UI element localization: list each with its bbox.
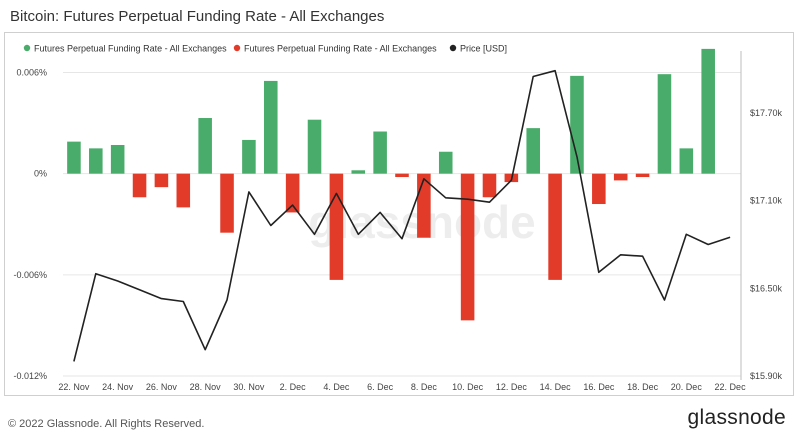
legend-dot <box>449 44 457 52</box>
y-left-tick-label: 0% <box>34 169 47 179</box>
funding-bar <box>263 80 278 174</box>
funding-bar <box>701 48 715 174</box>
funding-bar <box>395 173 409 178</box>
legend-dot <box>233 44 241 52</box>
funding-bar <box>438 151 453 174</box>
x-tick-label: 10. Dec <box>452 382 484 392</box>
y-left-tick-label: 0.006% <box>16 67 47 77</box>
funding-bar <box>373 131 387 174</box>
chart-frame: glassnode0.006%0%-0.006%-0.012%$17.70k$1… <box>4 32 794 396</box>
funding-bar <box>132 173 147 198</box>
legend-label: Futures Perpetual Funding Rate - All Exc… <box>244 44 437 54</box>
funding-bar <box>657 74 672 174</box>
funding-bar <box>198 118 212 174</box>
funding-bar <box>220 173 234 233</box>
funding-bar <box>570 75 584 174</box>
x-tick-label: 6. Dec <box>367 382 394 392</box>
x-tick-label: 8. Dec <box>411 382 438 392</box>
x-tick-label: 28. Nov <box>190 382 222 392</box>
funding-bar <box>592 173 606 205</box>
x-tick-label: 22. Nov <box>58 382 90 392</box>
funding-bar <box>482 173 497 198</box>
y-right-tick-label: $17.10k <box>750 196 783 206</box>
y-right-tick-label: $16.50k <box>750 283 783 293</box>
x-tick-label: 24. Nov <box>102 382 134 392</box>
funding-bar <box>635 173 650 178</box>
x-tick-label: 30. Nov <box>233 382 265 392</box>
footer-logo: glassnode <box>687 406 786 429</box>
funding-bar <box>460 173 475 321</box>
legend-label: Futures Perpetual Funding Rate - All Exc… <box>34 44 227 54</box>
x-tick-label: 2. Dec <box>280 382 307 392</box>
chart-title: Bitcoin: Futures Perpetual Funding Rate … <box>10 8 385 25</box>
x-tick-label: 26. Nov <box>146 382 178 392</box>
price-line <box>73 69 731 362</box>
x-tick-label: 14. Dec <box>540 382 572 392</box>
funding-bar <box>176 173 191 208</box>
y-right-tick-label: $15.90k <box>750 371 783 381</box>
y-right-tick-label: $17.70k <box>750 108 783 118</box>
funding-bar <box>613 173 628 181</box>
funding-bar <box>679 148 694 174</box>
funding-bar <box>351 170 366 174</box>
x-tick-label: 20. Dec <box>671 382 703 392</box>
funding-bar <box>110 144 125 174</box>
funding-bar <box>67 141 81 174</box>
x-tick-label: 16. Dec <box>583 382 615 392</box>
x-tick-label: 12. Dec <box>496 382 528 392</box>
funding-bar <box>548 173 562 280</box>
funding-bar <box>242 139 256 174</box>
x-tick-label: 4. Dec <box>323 382 350 392</box>
funding-bar <box>329 173 344 280</box>
funding-bar <box>89 148 103 174</box>
funding-bar <box>154 173 169 188</box>
y-left-tick-label: -0.006% <box>13 270 47 280</box>
footer-copyright: © 2022 Glassnode. All Rights Reserved. <box>8 418 205 430</box>
legend-dot <box>23 44 31 52</box>
funding-rate-chart: glassnode0.006%0%-0.006%-0.012%$17.70k$1… <box>13 44 783 393</box>
x-tick-label: 18. Dec <box>627 382 659 392</box>
funding-bar <box>526 128 541 174</box>
funding-bar <box>285 173 300 213</box>
funding-bar <box>307 119 322 174</box>
y-left-tick-label: -0.012% <box>13 371 47 381</box>
x-tick-label: 22. Dec <box>715 382 747 392</box>
legend-label: Price [USD] <box>460 44 507 54</box>
